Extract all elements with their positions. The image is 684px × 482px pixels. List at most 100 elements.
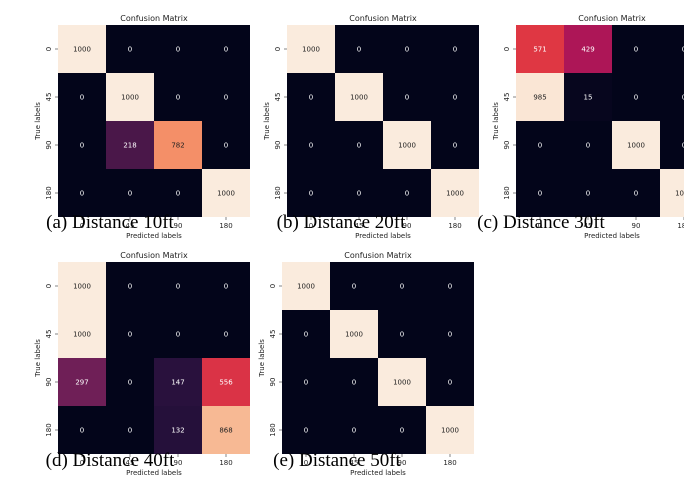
- heatmap-cell: [660, 121, 684, 169]
- subfigure-caption: (e) Distance 50ft: [247, 450, 427, 472]
- y-tick-label: 90: [503, 141, 511, 150]
- y-tick-label: 180: [274, 186, 282, 199]
- y-tick-label: 180: [503, 186, 511, 199]
- cell-value-label: 1000: [73, 331, 91, 339]
- cell-value-label: 1000: [446, 190, 464, 198]
- cell-value-label: 0: [80, 427, 84, 435]
- cell-value-label: 0: [405, 190, 409, 198]
- y-tick-label: 0: [269, 284, 277, 288]
- cell-value-label: 0: [634, 190, 638, 198]
- chart-title: Confusion Matrix: [349, 14, 417, 23]
- heatmap-cell: [660, 73, 684, 121]
- y-tick-label: 0: [45, 47, 53, 51]
- y-tick-label: 180: [45, 186, 53, 199]
- y-tick-label: 45: [45, 330, 53, 339]
- cell-value-label: 571: [533, 46, 546, 54]
- cell-value-label: 0: [448, 379, 452, 387]
- cell-value-label: 0: [224, 331, 228, 339]
- y-axis-label: True labels: [34, 102, 42, 141]
- x-tick-label: 180: [443, 459, 456, 467]
- x-tick-label: 90: [632, 222, 641, 230]
- y-axis-label: True labels: [34, 339, 42, 378]
- cell-value-label: 0: [176, 190, 180, 198]
- cell-value-label: 0: [128, 46, 132, 54]
- y-axis-label: True labels: [258, 339, 266, 378]
- y-axis-label: True labels: [492, 102, 500, 141]
- cell-value-label: 0: [309, 142, 313, 150]
- heatmap-svg: Confusion Matrix1000 0 0 00 1000 0 00 218 782 00 0…: [28, 12, 256, 245]
- cell-value-label: 0: [128, 331, 132, 339]
- y-tick-label: 45: [45, 93, 53, 102]
- cell-value-label: 0: [357, 190, 361, 198]
- y-tick-label: 0: [274, 47, 282, 51]
- cell-value-label: 0: [80, 142, 84, 150]
- cell-value-label: 0: [453, 142, 457, 150]
- cell-value-label: 1000: [441, 427, 459, 435]
- subfigure-caption: (b) Distance 20ft: [251, 212, 431, 234]
- cell-value-label: 0: [538, 190, 542, 198]
- cell-value-label: 0: [538, 142, 542, 150]
- cell-value-label: 0: [352, 283, 356, 291]
- cell-value-label: 0: [357, 46, 361, 54]
- confusion-matrix-panel: Confusion Matrix571429009851500001000000…: [486, 12, 684, 245]
- y-tick-label: 180: [45, 423, 53, 436]
- cell-value-label: 0: [128, 427, 132, 435]
- cell-value-label: 782: [171, 142, 184, 150]
- subfigure-caption: (c) Distance 30ft: [451, 212, 631, 234]
- y-tick-label: 90: [274, 141, 282, 150]
- cell-value-label: 0: [224, 46, 228, 54]
- heatmap-svg: Confusion Matrix 1000 0 0 0 0 1000 0 0 0 0 1000 0 0 0 0…: [252, 249, 480, 482]
- cell-value-label: 0: [400, 283, 404, 291]
- cell-value-label: 0: [400, 427, 404, 435]
- y-tick-label: 0: [503, 47, 511, 51]
- cell-value-label: 1000: [398, 142, 416, 150]
- y-tick-label: 0: [45, 284, 53, 288]
- cell-value-label: 0: [357, 142, 361, 150]
- heatmap-svg: Confusion Matrix 571 429 0 0 985 15 0 0 0 0 1000 0 0 0…: [486, 12, 684, 245]
- cell-value-label: 0: [176, 283, 180, 291]
- y-tick-label: 90: [269, 378, 277, 387]
- chart-title: Confusion Matrix: [344, 251, 412, 260]
- y-tick-label: 90: [45, 378, 53, 387]
- cell-value-label: 0: [453, 94, 457, 102]
- heatmap-cell: [660, 25, 684, 73]
- y-tick-label: 45: [274, 93, 282, 102]
- y-tick-label: 45: [269, 330, 277, 339]
- cell-value-label: 1000: [297, 283, 315, 291]
- x-tick-label: 180: [677, 222, 684, 230]
- cell-value-label: 132: [171, 427, 184, 435]
- cell-value-label: 0: [224, 283, 228, 291]
- y-tick-label: 90: [45, 141, 53, 150]
- cell-value-label: 0: [304, 427, 308, 435]
- cell-value-label: 985: [533, 94, 546, 102]
- confusion-matrix-panel: Confusion Matrix 1000 0 0 0 1000 0 0 0 297 0 147 556…: [28, 249, 256, 482]
- cell-value-label: 1000: [393, 379, 411, 387]
- cell-value-label: 0: [400, 331, 404, 339]
- x-tick-label: 180: [219, 222, 232, 230]
- cell-value-label: 868: [219, 427, 232, 435]
- cell-value-label: 1000: [73, 46, 91, 54]
- cell-value-label: 0: [128, 190, 132, 198]
- cell-value-label: 0: [304, 379, 308, 387]
- cell-value-label: 0: [453, 46, 457, 54]
- y-tick-label: 180: [269, 423, 277, 436]
- cell-value-label: 1000: [675, 190, 684, 198]
- cell-value-label: 1000: [73, 283, 91, 291]
- cell-value-label: 0: [352, 427, 356, 435]
- y-tick-label: 45: [503, 93, 511, 102]
- cell-value-label: 0: [224, 142, 228, 150]
- cell-value-label: 0: [586, 190, 590, 198]
- cell-value-label: 0: [405, 94, 409, 102]
- cell-value-label: 0: [176, 46, 180, 54]
- y-axis-label: True labels: [263, 102, 271, 141]
- cell-value-label: 0: [634, 46, 638, 54]
- cell-value-label: 1000: [121, 94, 139, 102]
- cell-value-label: 0: [405, 46, 409, 54]
- cell-value-label: 297: [75, 379, 88, 387]
- cell-value-label: 0: [176, 331, 180, 339]
- chart-title: Confusion Matrix: [578, 14, 646, 23]
- cell-value-label: 1000: [627, 142, 645, 150]
- heatmap-svg: Confusion Matrix 1000 0 0 0 0 1000 0 0 0 0 1000 0 0 0 0…: [257, 12, 485, 245]
- subfigure-caption: (a) Distance 10ft: [20, 212, 200, 234]
- confusion-matrix-panel: Confusion Matrix 1000 0 0 0 0 1000 0 0 0 0 1000 0 0 0 0…: [252, 249, 480, 482]
